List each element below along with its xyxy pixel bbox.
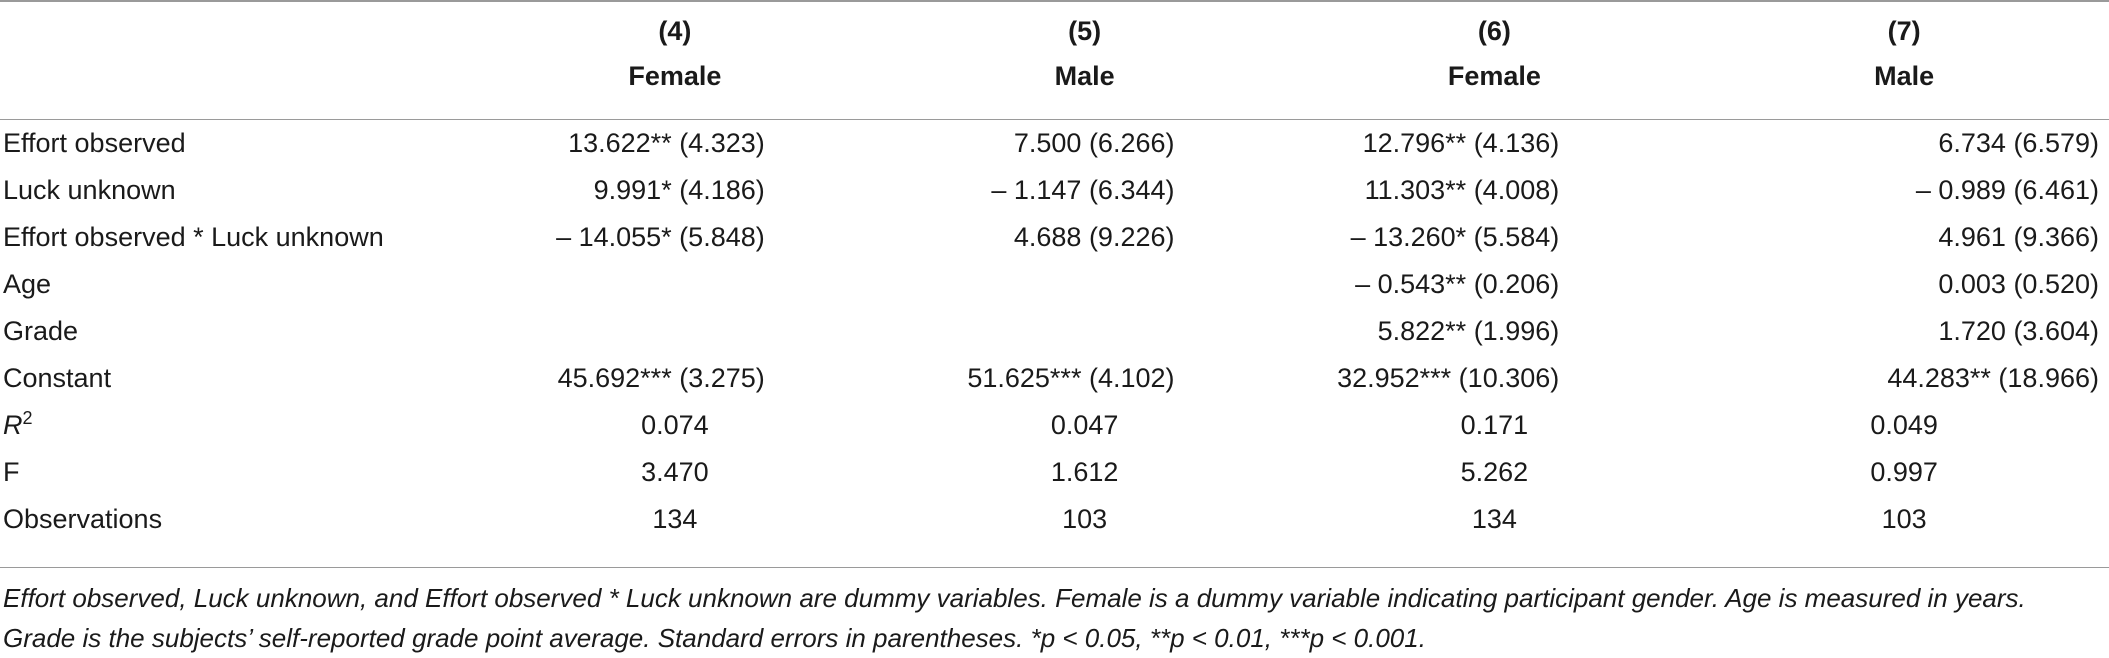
statistic-cell: 134 xyxy=(652,504,698,534)
coefficient-cell: 7.500 (6.266) xyxy=(1013,128,1175,158)
row-label: Observations xyxy=(3,504,163,534)
table-row: Grade 5.822** (1.996) 1.720 (3.604) xyxy=(0,308,2109,355)
statistic-cell: 103 xyxy=(1881,504,1927,534)
row-label: Constant xyxy=(3,363,112,393)
coefficient-cell xyxy=(470,261,880,308)
coefficient-cell: 1.720 (3.604) xyxy=(1938,316,2099,346)
row-label: Effort observed * Luck unknown xyxy=(3,222,384,252)
column-group: Male xyxy=(1054,61,1115,91)
row-label: Age xyxy=(3,269,52,299)
header-corner xyxy=(0,0,470,52)
table-row: Effort observed 13.622** (4.323) 7.500 (… xyxy=(0,108,2109,167)
statistic-cell: 0.047 xyxy=(1050,410,1119,440)
coefficient-cell: 11.303** (4.008) xyxy=(1364,175,1560,205)
column-number: (5) xyxy=(1068,16,1102,46)
table-top-rule xyxy=(0,0,2109,2)
column-number: (6) xyxy=(1477,16,1511,46)
table-row: Observations 134 103 134 103 xyxy=(0,496,2109,543)
coefficient-cell: 9.991* (4.186) xyxy=(593,175,765,205)
coefficient-cell: 5.822** (1.996) xyxy=(1377,316,1560,346)
coefficient-cell: 45.692*** (3.275) xyxy=(557,363,765,393)
row-label: Effort observed xyxy=(3,128,186,158)
statistic-cell: 1.612 xyxy=(1050,457,1119,487)
column-number: (7) xyxy=(1887,16,1921,46)
coefficient-cell: – 0.989 (6.461) xyxy=(1915,175,2099,205)
table-row: F 3.470 1.612 5.262 0.997 xyxy=(0,449,2109,496)
column-group: Female xyxy=(628,61,722,91)
header-corner xyxy=(0,52,470,108)
coefficient-cell: – 0.543** (0.206) xyxy=(1355,269,1560,299)
coefficient-cell: – 14.055* (5.848) xyxy=(556,222,765,252)
coefficient-cell: 4.961 (9.366) xyxy=(1938,222,2099,252)
statistic-cell: 0.171 xyxy=(1460,410,1529,440)
column-number: (4) xyxy=(658,16,692,46)
row-label: Grade xyxy=(3,316,79,346)
r-squared-superscript: 2 xyxy=(22,408,33,428)
r-symbol: R xyxy=(3,410,23,440)
statistic-cell: 0.074 xyxy=(641,410,709,440)
row-label: Luck unknown xyxy=(3,175,176,205)
regression-table: (4) (5) (6) (7) Female Male Female Male … xyxy=(0,0,2109,543)
table-row: Luck unknown 9.991* (4.186) – 1.147 (6.3… xyxy=(0,167,2109,214)
statistic-cell: 3.470 xyxy=(641,457,709,487)
table-header-rule xyxy=(0,119,2109,120)
statistic-cell: 134 xyxy=(1471,504,1517,534)
table-row: Constant 45.692*** (3.275) 51.625*** (4.… xyxy=(0,355,2109,402)
coefficient-cell xyxy=(880,308,1290,355)
coefficient-cell: 6.734 (6.579) xyxy=(1938,128,2099,158)
coefficient-cell xyxy=(880,261,1290,308)
statistic-cell: 103 xyxy=(1062,504,1108,534)
coefficient-cell: 12.796** (4.136) xyxy=(1362,128,1560,158)
column-group: Male xyxy=(1874,61,1935,91)
column-group-row: Female Male Female Male xyxy=(0,52,2109,108)
coefficient-cell: 0.003 (0.520) xyxy=(1938,269,2099,299)
row-label: F xyxy=(3,457,20,487)
column-group: Female xyxy=(1447,61,1541,91)
statistic-cell: 0.049 xyxy=(1870,410,1938,440)
statistic-cell: 5.262 xyxy=(1460,457,1529,487)
table-row: R2 0.074 0.047 0.171 0.049 xyxy=(0,402,2109,449)
column-number-row: (4) (5) (6) (7) xyxy=(0,0,2109,52)
row-label-r-squared: R2 xyxy=(0,402,470,449)
coefficient-cell: – 1.147 (6.344) xyxy=(991,175,1175,205)
coefficient-cell: – 13.260* (5.584) xyxy=(1350,222,1560,252)
statistic-cell: 0.997 xyxy=(1870,457,1938,487)
coefficient-cell: 32.952*** (10.306) xyxy=(1337,363,1560,393)
coefficient-cell xyxy=(470,308,880,355)
table-bottom-rule xyxy=(0,567,2109,568)
coefficient-cell: 51.625*** (4.102) xyxy=(967,363,1175,393)
coefficient-cell: 4.688 (9.226) xyxy=(1013,222,1175,252)
table-row: Age – 0.543** (0.206) 0.003 (0.520) xyxy=(0,261,2109,308)
coefficient-cell: 44.283** (18.966) xyxy=(1887,363,2099,393)
table-footnote: Effort observed, Luck unknown, and Effor… xyxy=(3,583,2026,653)
table-row: Effort observed * Luck unknown – 14.055*… xyxy=(0,214,2109,261)
coefficient-cell: 13.622** (4.323) xyxy=(568,128,765,158)
